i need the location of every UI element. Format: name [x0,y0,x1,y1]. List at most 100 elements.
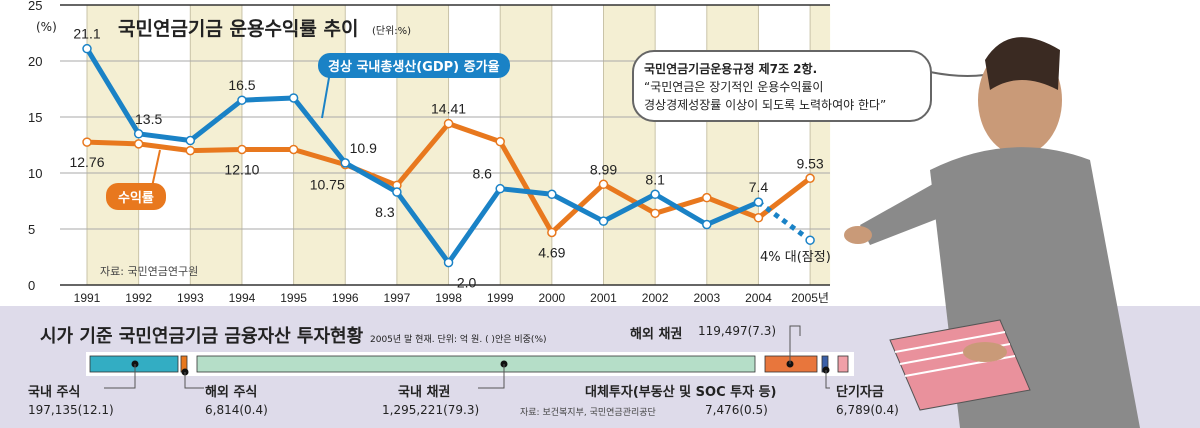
y-tick-label: 20 [28,54,42,69]
return-legend: 수익률 [106,183,166,210]
return-point [495,136,505,147]
chart-unit: (단위:%) [372,26,412,37]
x-tick-label: 2003 [693,291,720,305]
y-axis-label: (%) [36,20,57,34]
data-label: 8.3 [375,204,395,220]
background-stripe [603,5,656,285]
gdp-point [598,216,609,226]
gdp-projection-line [756,200,812,243]
x-tick-label: 1991 [74,291,101,305]
assets-note: 2005년 말 현재. 단위: 억 원. ( )안은 비중(%) [370,335,547,345]
asset-name: 해외 주식 [205,385,258,400]
x-tick-label: 1996 [332,291,359,305]
asset-value: 119,497(7.3) [698,324,777,338]
return-point [443,118,454,129]
data-label: 8.99 [590,161,617,177]
y-tick-label: 5 [28,222,35,237]
x-tick-label: 2005년 [791,291,829,305]
gdp-point [443,257,454,268]
gdp-point [753,197,764,207]
background-stripe [190,5,242,285]
background-stripe [706,5,759,285]
background-stripe [396,5,449,285]
person-hair [985,37,1060,90]
return-point [650,208,660,219]
data-label: 12.10 [224,161,259,177]
x-tick-label: 1999 [487,291,514,305]
asset-value: 1,295,221(79.3) [382,403,480,417]
asset-leader-line [184,372,204,389]
data-label: 4.69 [538,244,565,260]
x-tick-label: 1992 [125,291,152,305]
asset-name: 해외 채권 [630,327,683,342]
return-point [288,144,299,155]
gdp-line [84,47,760,266]
asset-leader-line [789,325,801,364]
x-tick-label: 2001 [590,291,617,305]
data-label: 8.1 [645,171,665,187]
return-point [82,137,92,147]
y-tick-label: 15 [28,110,42,125]
x-tick-label: 1994 [229,291,256,305]
quote-bubble: 국민연금기금운용규정 제7조 2항. “국민연금은 장기적인 운용수익률이 경상… [632,50,932,122]
background-stripe [293,5,346,285]
person-arm [860,180,960,245]
asset-name: 대체투자(부동산 및 SOC 투자 등) [585,385,777,400]
chart-source: 자료: 국민연금연구원 [100,265,199,278]
asset-segment [837,355,849,373]
x-tick-label: 1997 [384,291,411,305]
asset-value: 6,814(0.4) [205,403,268,417]
asset-name: 단기자금 [836,385,884,400]
asset-leader-line [104,364,136,389]
x-tick-label: 1998 [435,291,462,305]
assets-source: 자료: 보건복지부, 국민연금관리공단 [520,408,656,418]
asset-leader-line [478,364,505,389]
return-point [598,179,609,190]
gdp-point [185,135,196,146]
quote-line-2: 경상경제성장률 이상이 되도록 노력하여야 한다” [644,98,887,112]
gdp-point [288,93,299,103]
asset-segment [196,355,756,373]
return-point [185,145,196,156]
x-tick-label: 2000 [538,291,565,305]
chart-title: 국민연금기금 운용수익률 추이 [118,18,359,40]
gdp-point [392,187,402,197]
data-label: 7.4 [749,179,769,195]
return-point [702,192,712,203]
person-hand [844,226,872,244]
asset-value: 7,476(0.5) [705,403,768,417]
gdp-point [82,43,92,54]
x-tick-label: 1993 [177,291,204,305]
data-label: 10.75 [310,177,345,193]
asset-value: 197,135(12.1) [28,403,114,417]
return-point [805,173,815,184]
return-point [547,227,557,238]
gdp-projection-label: 4% 대(잠정) [760,250,831,265]
gdp-point [547,189,557,200]
gdp-point [495,183,505,194]
y-tick-label: 0 [28,278,35,293]
asset-value: 6,789(0.4) [836,403,899,417]
person-hand [963,342,1007,362]
data-label: 2.0 [457,275,477,291]
return-point [133,139,144,149]
return-point [753,213,764,223]
gdp-point [133,129,144,139]
return-point [237,144,247,155]
data-label: 16.5 [228,77,255,93]
gdp-legend: 경상 국내총생산(GDP) 증가율 [318,53,510,78]
quote-line-1: “국민연금은 장기적인 운용수익률이 [644,80,824,94]
gdp-legend-pointer [321,71,331,119]
data-label: 13.5 [135,111,162,127]
data-label: 9.53 [796,155,823,171]
x-tick-label: 2002 [642,291,669,305]
data-label: 10.9 [350,140,377,156]
background-stripe [500,5,552,285]
gdp-point [805,235,815,245]
gdp-point [237,95,247,105]
assets-title: 시가 기준 국민연금기금 금융자산 투자현황 [40,326,364,347]
data-label: 21.1 [73,26,100,42]
x-tick-label: 1995 [280,291,307,305]
y-tick-label: 25 [28,0,42,13]
